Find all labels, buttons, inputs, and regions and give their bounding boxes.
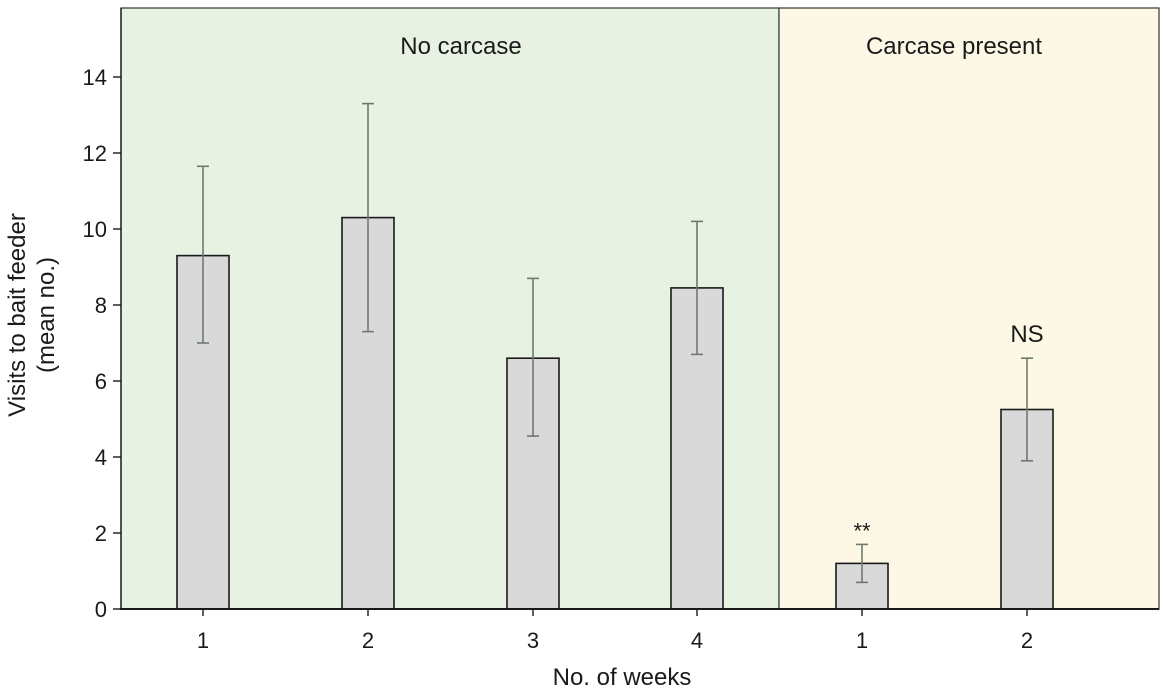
y-tick-label-6: 6: [95, 369, 107, 394]
significance-label-5: **: [853, 518, 871, 543]
y-axis-title-line-1: Visits to bait feeder: [4, 213, 31, 417]
x-tick-label-2: 2: [362, 628, 374, 653]
error-bars: [197, 102, 1033, 584]
axes: [113, 8, 1159, 616]
x-tick-label-4: 4: [691, 628, 703, 653]
y-tick-label-14: 14: [83, 65, 107, 90]
panel-label-no-carcase: No carcase: [400, 33, 521, 60]
significance-label-6: NS: [1010, 321, 1043, 348]
y-tick-label-0: 0: [95, 597, 107, 622]
y-tick-label-8: 8: [95, 293, 107, 318]
x-tick-label-1: 1: [197, 628, 209, 653]
y-tick-label-12: 12: [83, 141, 107, 166]
x-tick-label-3: 3: [527, 628, 539, 653]
panel-backgrounds: [120, 7, 1160, 610]
labels: No carcase Carcase present No. of weeks …: [4, 33, 1044, 691]
bar-no-carcase-week-2: [341, 216, 395, 610]
x-tick-label-5: 1: [856, 628, 868, 653]
y-tick-label-2: 2: [95, 521, 107, 546]
panel-background-no-carcase: [120, 7, 780, 610]
y-axis-title-line-2: (mean no.): [33, 257, 60, 373]
x-tick-label-6: 2: [1021, 628, 1033, 653]
panel-label-carcase-present: Carcase present: [866, 33, 1042, 60]
y-tick-label-10: 10: [83, 217, 107, 242]
panel-background-carcase-present: [778, 7, 1160, 610]
y-tick-label-4: 4: [95, 445, 107, 470]
x-axis-title: No. of weeks: [553, 664, 692, 691]
